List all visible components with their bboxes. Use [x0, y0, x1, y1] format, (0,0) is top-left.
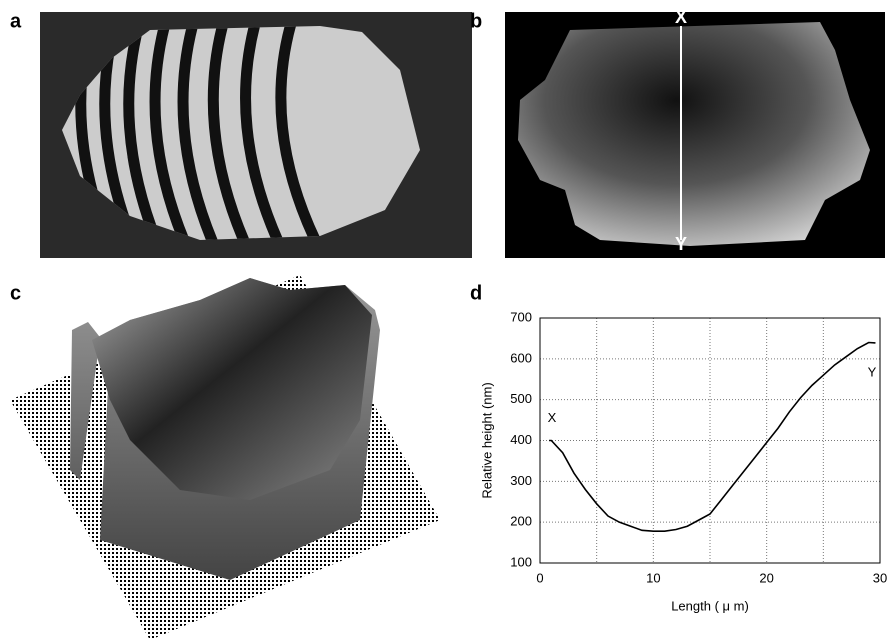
- panel-label: d: [470, 282, 482, 304]
- y-tick-label: 400: [510, 432, 532, 447]
- panel-b-image: X Y: [505, 7, 885, 258]
- y-tick-label: 500: [510, 391, 532, 406]
- y-tick-label: 600: [510, 350, 532, 365]
- line-chart: 100 200 300 400 500 600 700 0 10 20 30 Length ( μ m…: [479, 309, 887, 613]
- y-tick-label: 700: [510, 309, 532, 324]
- x-tick-label: 20: [759, 570, 773, 585]
- profile-end-label: Y: [675, 234, 687, 254]
- y-tick-label: 100: [510, 554, 532, 569]
- profile-line: [549, 341, 876, 532]
- x-axis-label: Length ( μ m): [671, 598, 749, 613]
- y-axis-label: Relative height (nm): [479, 382, 494, 498]
- x-tick-label: 10: [646, 570, 660, 585]
- x-tick-label: 0: [536, 570, 543, 585]
- panel-label: c: [10, 282, 21, 304]
- plot-frame: [539, 317, 881, 564]
- panel-label: b: [470, 10, 482, 32]
- y-tick-label: 200: [510, 514, 532, 529]
- panel-label: a: [10, 10, 22, 32]
- annotation: X: [548, 410, 557, 425]
- annotation: Y: [868, 364, 877, 379]
- x-tick-label: 30: [873, 570, 887, 585]
- profile-start-label: X: [675, 7, 687, 27]
- y-tick-label: 300: [510, 473, 532, 488]
- panel-c-image: [10, 275, 440, 640]
- panel-a-image: [40, 12, 472, 258]
